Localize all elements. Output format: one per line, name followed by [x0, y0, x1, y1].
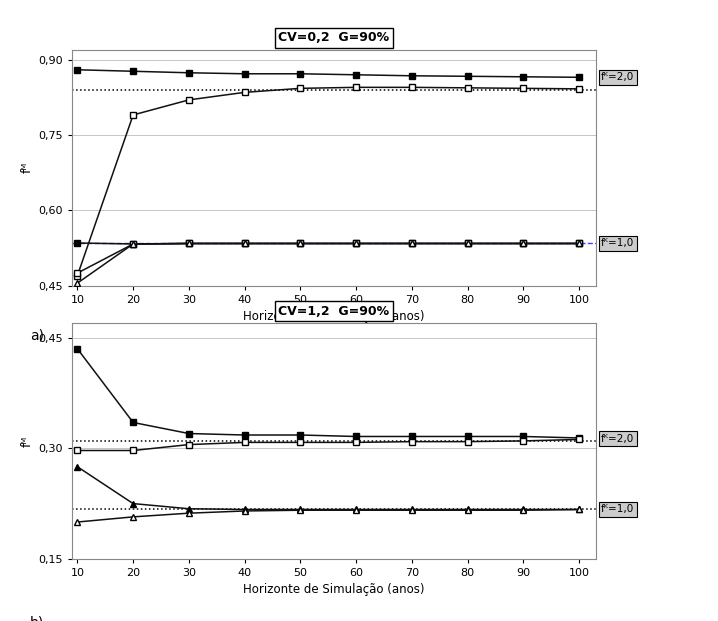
Text: a): a) [30, 328, 44, 342]
Text: b): b) [30, 615, 44, 621]
Text: fᴷ=2,0: fᴷ=2,0 [601, 72, 635, 83]
Text: fᴷ=2,0: fᴷ=2,0 [601, 433, 635, 443]
Y-axis label: fᴹ: fᴹ [21, 435, 34, 446]
X-axis label: Horizonte de Simulação (anos): Horizonte de Simulação (anos) [243, 310, 424, 324]
Text: fᴷ=1,0: fᴷ=1,0 [601, 238, 635, 248]
Title: CV=1,2  G=90%: CV=1,2 G=90% [279, 304, 389, 317]
Text: fᴷ=1,0: fᴷ=1,0 [601, 504, 635, 514]
X-axis label: Horizonte de Simulação (anos): Horizonte de Simulação (anos) [243, 584, 424, 597]
Y-axis label: fᴹ: fᴹ [21, 162, 34, 173]
Title: CV=0,2  G=90%: CV=0,2 G=90% [279, 31, 389, 44]
